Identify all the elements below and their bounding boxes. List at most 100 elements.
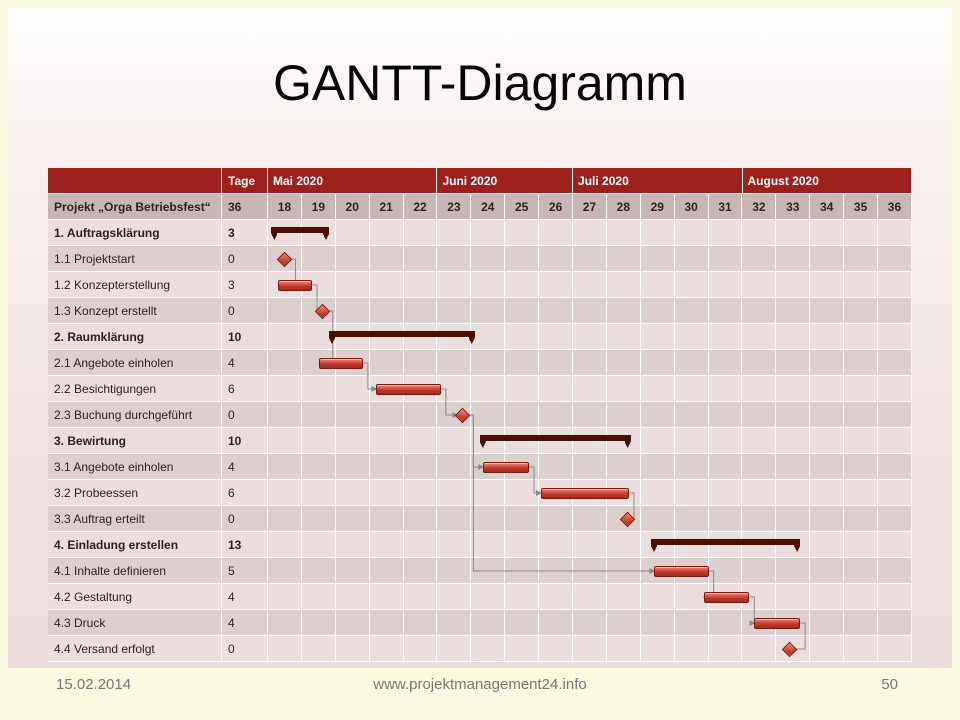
task-days-cell: 4 (222, 454, 268, 480)
grid-cell (335, 636, 370, 662)
grid-cell (844, 428, 879, 454)
grid-cell (573, 636, 607, 662)
grid-cell (335, 272, 370, 298)
grid-cell (708, 376, 743, 402)
week-number-cell: 36 (878, 194, 912, 220)
grid-cell (674, 532, 709, 558)
task-name-cell: 4. Einladung erstellen (48, 532, 222, 558)
grid-cell (471, 558, 506, 584)
grid-cell (776, 428, 811, 454)
task-row: 1.3 Konzept erstellt 0 (48, 298, 912, 324)
grid-cell (369, 506, 404, 532)
grid-cell (301, 558, 336, 584)
grid-cell (437, 532, 472, 558)
grid-cell (505, 324, 540, 350)
task-name-cell: 4.4 Versand erfolgt (48, 636, 222, 662)
grid-cell (844, 636, 879, 662)
grid-cell (505, 272, 540, 298)
grid-cell (742, 376, 777, 402)
grid-cell (776, 246, 811, 272)
grid-cell (539, 272, 574, 298)
grid-cell (268, 636, 302, 662)
grid-cell (471, 350, 506, 376)
grid-cell (810, 532, 845, 558)
grid-cell (708, 428, 743, 454)
grid-cell (573, 480, 607, 506)
grid-cell (369, 610, 404, 636)
grid-cell (708, 584, 743, 610)
grid-cell (505, 246, 540, 272)
grid-cell (268, 220, 302, 246)
grid-cell (776, 532, 811, 558)
grid-cell (471, 246, 506, 272)
grid-cell (708, 454, 743, 480)
grid-cell (471, 298, 506, 324)
grid-cell (437, 584, 472, 610)
task-row: 4.3 Druck 4 (48, 610, 912, 636)
grid-cell (505, 350, 540, 376)
grid-cell (335, 610, 370, 636)
grid-cell (573, 298, 607, 324)
grid-cell (301, 480, 336, 506)
task-row: 4. Einladung erstellen 13 (48, 532, 912, 558)
task-name-cell: 1.1 Projektstart (48, 246, 222, 272)
grid-cell (844, 558, 879, 584)
grid-cell (539, 324, 574, 350)
grid-cell (810, 558, 845, 584)
grid-cell (878, 636, 912, 662)
grid-cell (810, 402, 845, 428)
slide-footer: 15.02.2014 www.projektmanagement24.info … (0, 676, 960, 700)
grid-cell (471, 428, 506, 454)
task-row: 3.2 Probeessen 6 (48, 480, 912, 506)
grid-cell (437, 272, 472, 298)
grid-cell (878, 480, 912, 506)
grid-cell (505, 480, 540, 506)
week-number-cell: 21 (369, 194, 404, 220)
grid-cell (539, 220, 574, 246)
duration-total-cell: 36 (222, 194, 268, 220)
week-number-cell: 22 (403, 194, 438, 220)
grid-cell (742, 584, 777, 610)
grid-cell (301, 376, 336, 402)
grid-cell (674, 402, 709, 428)
task-name-cell: 3.1 Angebote einholen (48, 454, 222, 480)
grid-cell (742, 324, 777, 350)
task-days-cell: 4 (222, 350, 268, 376)
grid-cell (403, 246, 438, 272)
grid-cell (369, 350, 404, 376)
grid-cell (606, 220, 641, 246)
grid-cell (301, 532, 336, 558)
grid-cell (437, 454, 472, 480)
grid-cell (505, 402, 540, 428)
grid-cell (505, 584, 540, 610)
grid-cell (301, 454, 336, 480)
grid-cell (403, 480, 438, 506)
grid-cell (301, 636, 336, 662)
grid-cell (742, 428, 777, 454)
grid-cell (844, 532, 879, 558)
task-days-cell: 4 (222, 610, 268, 636)
grid-cell (844, 480, 879, 506)
week-number-cell: 25 (505, 194, 540, 220)
grid-cell (606, 454, 641, 480)
grid-cell (369, 532, 404, 558)
project-title-cell: Projekt „Orga Betriebsfest“ (48, 194, 222, 220)
task-name-cell: 4.1 Inhalte definieren (48, 558, 222, 584)
grid-cell (878, 350, 912, 376)
grid-cell (268, 506, 302, 532)
task-row: 1. Auftragsklärung 3 (48, 220, 912, 246)
grid-cell (335, 350, 370, 376)
grid-cell (437, 220, 472, 246)
task-row: 3.1 Angebote einholen 4 (48, 454, 912, 480)
task-row: 1.2 Konzepterstellung 3 (48, 272, 912, 298)
grid-cell (640, 558, 675, 584)
grid-cell (437, 506, 472, 532)
grid-cell (403, 220, 438, 246)
grid-cell (776, 324, 811, 350)
duration-column-header: Tage (222, 168, 268, 194)
grid-cell (505, 220, 540, 246)
grid-cell (844, 610, 879, 636)
task-name-cell: 2.3 Buchung durchgeführt (48, 402, 222, 428)
grid-cell (471, 272, 506, 298)
grid-cell (268, 350, 302, 376)
